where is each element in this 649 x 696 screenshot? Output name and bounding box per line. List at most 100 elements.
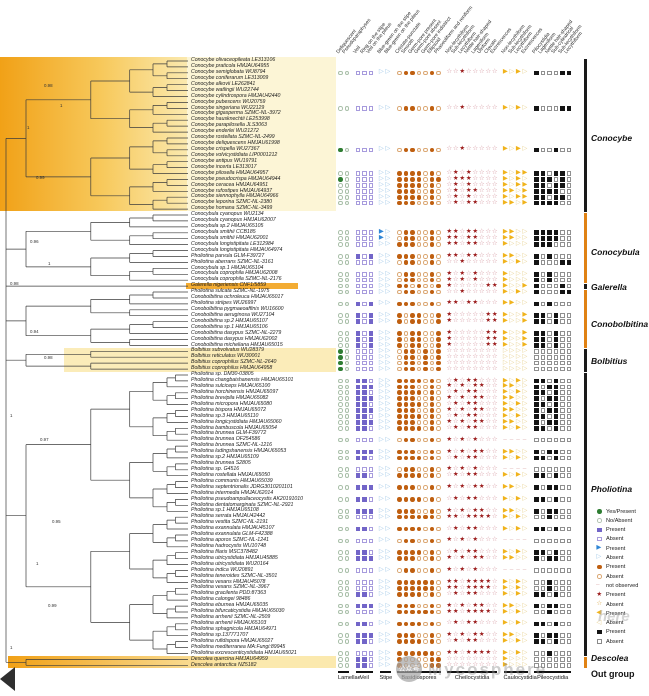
matrix-cell (436, 455, 441, 461)
matrix-cell: ☆ (459, 577, 466, 585)
matrix-cell: ▷ (378, 495, 384, 502)
matrix-cell (436, 568, 441, 573)
matrix-cell: ☆ (465, 601, 472, 609)
taxon-label: Pholiotina brunnea OF254586 (191, 436, 261, 443)
matrix-cell (410, 497, 415, 502)
matrix-cell (540, 437, 546, 443)
matrix-cell (397, 236, 402, 241)
matrix-cell (416, 171, 422, 176)
matrix-cell (423, 651, 428, 656)
matrix-cell: ☆ (465, 554, 472, 562)
matrix-cell (560, 426, 565, 431)
matrix-cell (355, 313, 361, 319)
matrix-cell: ▶ (502, 577, 508, 585)
matrix-cell (560, 508, 565, 514)
matrix-cell (566, 366, 572, 372)
matrix-cell (566, 254, 572, 259)
taxon-label: Conobolbitina pygmaeoaffinis WU16600 (191, 306, 284, 312)
matrix-cell (362, 343, 367, 348)
matrix-cell (534, 366, 539, 372)
matrix-cell: ★ (472, 417, 479, 425)
matrix-cell: ☆ (446, 103, 453, 111)
matrix-cell: ▶ (522, 329, 528, 337)
matrix-cell (410, 384, 415, 390)
matrix-cell: ▷ (385, 258, 391, 265)
matrix-cell (540, 657, 546, 662)
matrix-cell (338, 408, 343, 413)
legend-item-label: Present (606, 527, 626, 534)
matrix-cell: ☆ (459, 583, 466, 591)
matrix-cell (534, 200, 539, 206)
taxon-label: Pholiotina eburnea HMJAU65035 (191, 602, 268, 609)
matrix-cell: ▷ (522, 406, 528, 414)
legend-item-label: No/Absent (606, 517, 633, 524)
matrix-cell: ☆ (472, 654, 479, 662)
matrix-cell (429, 526, 435, 532)
matrix-cell (540, 242, 546, 247)
matrix-cell (403, 189, 409, 194)
matrix-cell (410, 639, 415, 644)
matrix-cell (403, 106, 409, 111)
matrix-cell: ★ (452, 376, 459, 384)
matrix-cell (560, 467, 565, 473)
matrix-cell: ▷ (509, 352, 515, 360)
matrix-cell: ▶ (515, 423, 521, 431)
matrix-cell: ★ (446, 275, 453, 283)
matrix-cell: ▷ (378, 299, 384, 307)
matrix-cell (355, 639, 361, 644)
taxon-label: Pholiotina arrhenii HMJAU65103 (191, 620, 267, 627)
matrix-cell (416, 473, 422, 478)
taxon-label: Descolea antarctica NZ5182 (191, 661, 257, 668)
matrix-cell (355, 414, 361, 419)
matrix-cell (566, 301, 572, 307)
matrix-cell: ☆ (452, 417, 459, 425)
matrix-cell (338, 348, 343, 354)
matrix-cell: ▶ (515, 524, 521, 532)
matrix-cell (416, 603, 422, 609)
matrix-cell: ▷ (509, 607, 515, 615)
matrix-cell: ☆ (491, 554, 498, 562)
matrix-cell (355, 568, 361, 573)
taxon-label: Conocybe siennophylla HMJAU64966 (191, 193, 279, 200)
matrix-cell: ▷ (385, 566, 391, 574)
matrix-cell (540, 301, 546, 307)
matrix-cell: ☆ (478, 287, 485, 295)
matrix-cell (429, 177, 435, 182)
matrix-cell (362, 591, 367, 597)
matrix-cell (553, 254, 559, 259)
matrix-cell (403, 396, 409, 401)
matrix-cell (429, 396, 435, 401)
matrix-cell: ▷ (378, 252, 384, 260)
taxon-label: Conocybula longistipitata HMJAU64974 (191, 246, 283, 253)
matrix-cell (540, 396, 546, 401)
matrix-cell (410, 147, 415, 153)
matrix-cell: ☆ (491, 275, 498, 283)
taxon-label: Pholiotina serrata HMJAU42442 (191, 513, 266, 520)
matrix-cell (429, 408, 435, 413)
matrix-cell (368, 236, 374, 241)
watermark-script-text: here (598, 608, 630, 625)
matrix-cell (397, 609, 402, 615)
matrix-cell: ☆ (459, 169, 466, 177)
matrix-cell (368, 538, 374, 544)
matrix-cell: ☆ (491, 406, 498, 414)
matrix-cell (403, 467, 409, 473)
matrix-cell (410, 301, 415, 307)
matrix-cell (534, 497, 539, 502)
matrix-cell (416, 497, 422, 502)
taxon-label: Pholiotina sp.3 HMJAU65110 (191, 412, 259, 419)
matrix-cell (566, 390, 572, 396)
matrix-cell (429, 603, 435, 609)
matrix-cell: ☆ (478, 400, 485, 408)
matrix-cell: ▷ (378, 400, 384, 408)
matrix-cell: ★ (459, 145, 466, 153)
matrix-cell: ▶ (515, 376, 521, 384)
matrix-cell (436, 242, 441, 247)
matrix-cell: ☆ (491, 548, 498, 556)
matrix-cell (338, 591, 343, 597)
matrix-cell: ☆ (446, 423, 453, 431)
matrix-cell (344, 289, 350, 295)
matrix-cell (403, 242, 409, 247)
matrix-cell: ☆ (459, 281, 466, 289)
matrix-cell: ☆ (485, 382, 492, 390)
